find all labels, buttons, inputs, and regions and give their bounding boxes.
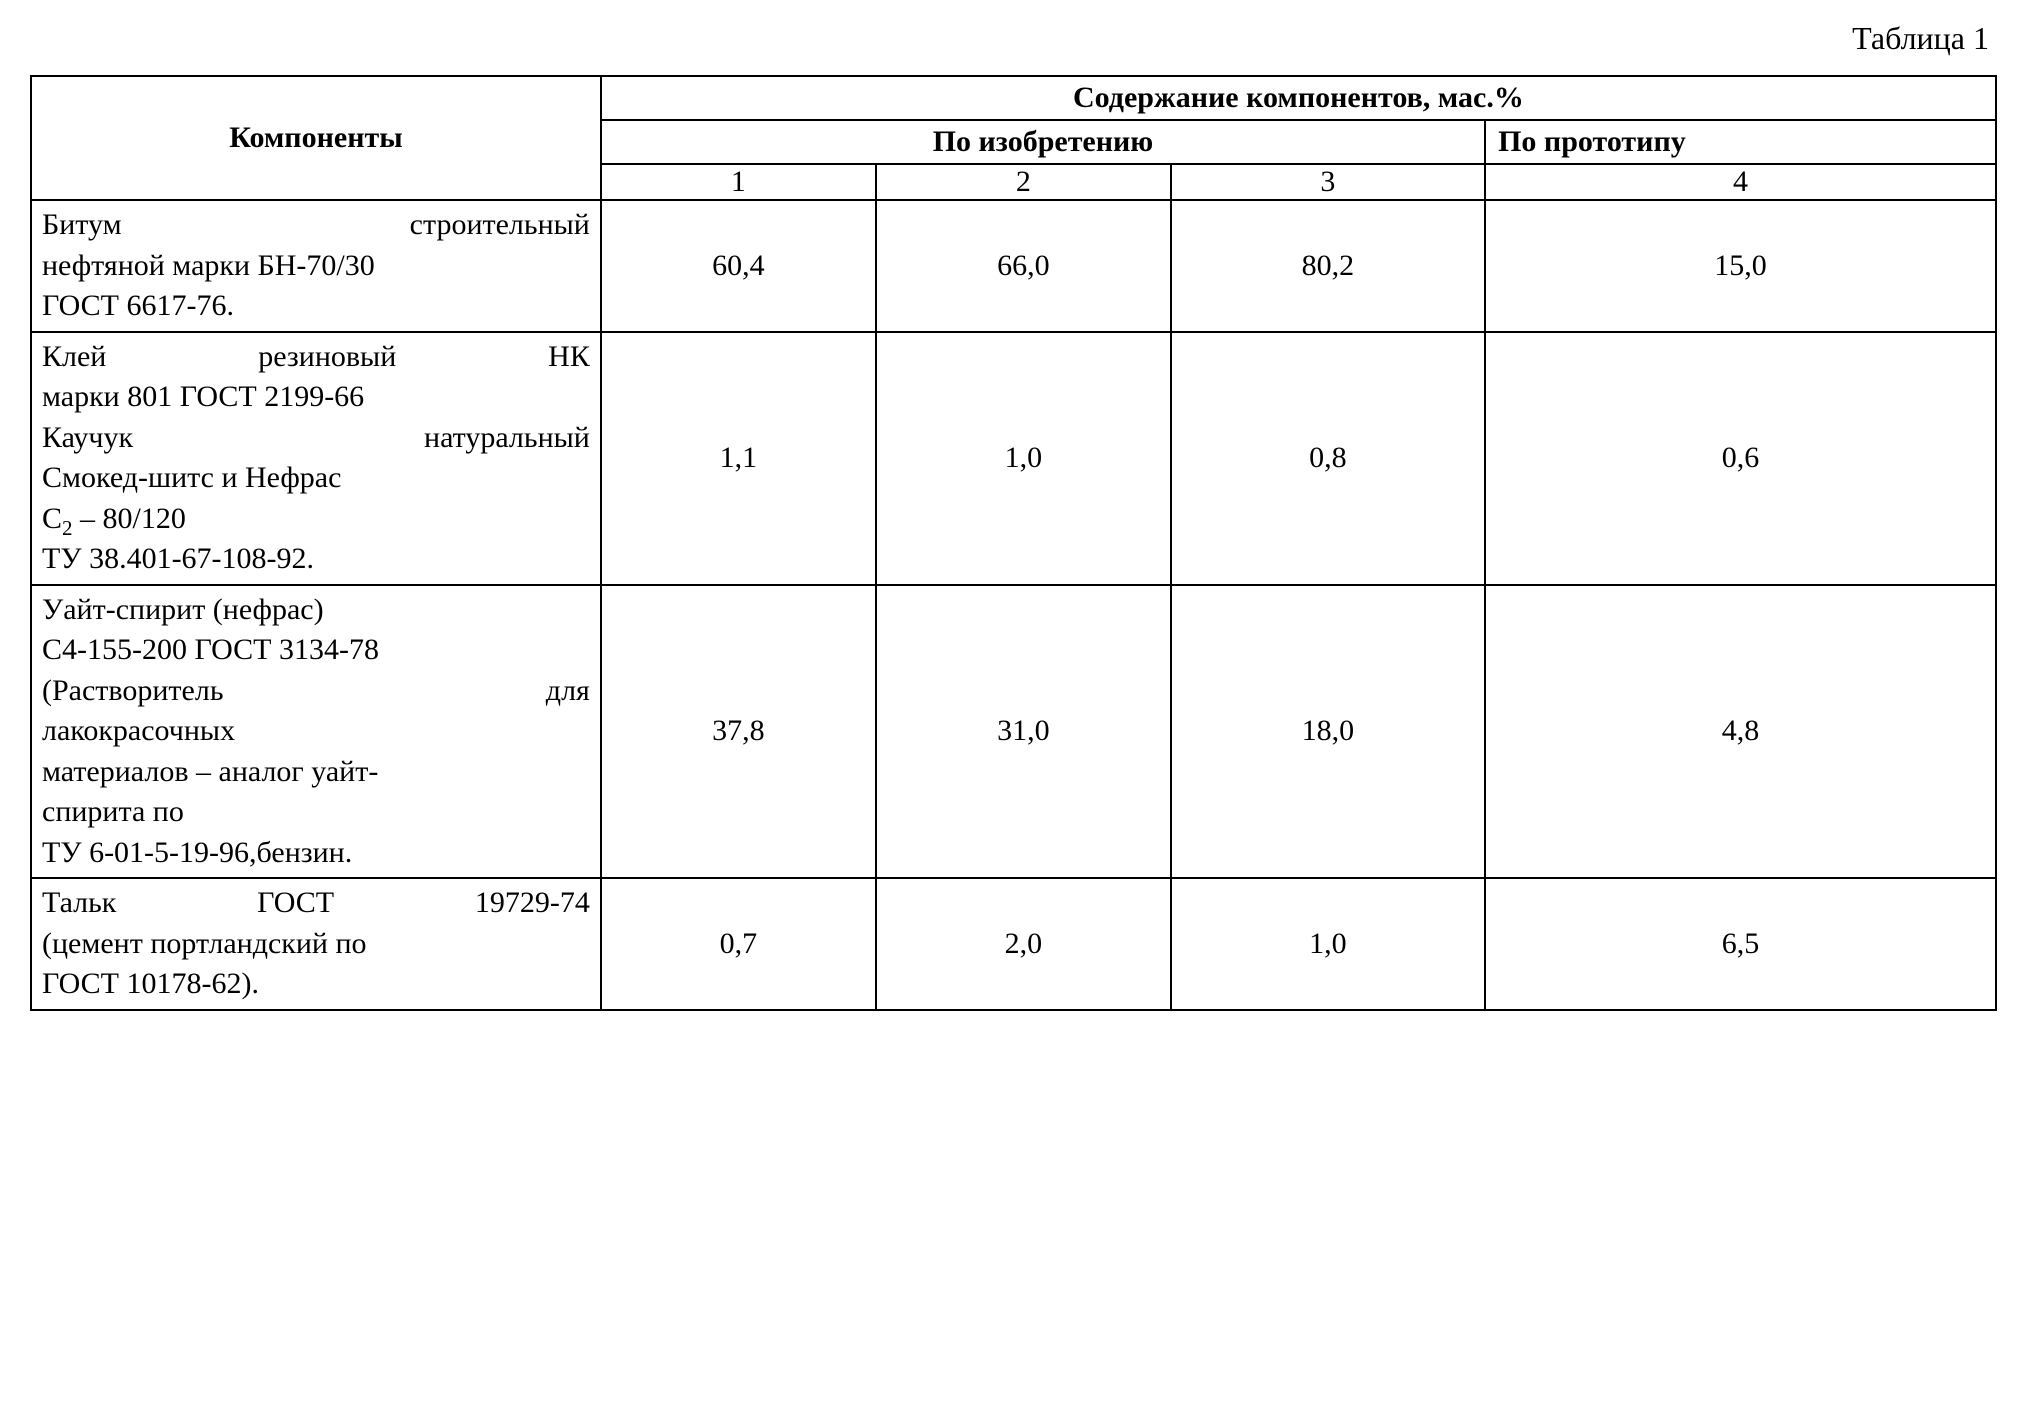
table-row: Уайт-спирит (нефрас)С4-155-200 ГОСТ 3134… xyxy=(31,585,1996,879)
header-row-1: Компоненты Содержание компонентов, мас.% xyxy=(31,76,1996,120)
data-cell: 1,1 xyxy=(601,332,876,585)
table-row: Битум строительныйнефтяной марки БН-70/3… xyxy=(31,200,1996,332)
component-label: Тальк ГОСТ 19729-74(цемент портландский … xyxy=(31,878,601,1010)
table-row: Тальк ГОСТ 19729-74(цемент портландский … xyxy=(31,878,1996,1010)
header-col-4: 4 xyxy=(1485,164,1996,200)
header-content-group: Содержание компонентов, мас.% xyxy=(601,76,1996,120)
header-col-3: 3 xyxy=(1171,164,1485,200)
component-label: Уайт-спирит (нефрас)С4-155-200 ГОСТ 3134… xyxy=(31,585,601,879)
header-components: Компоненты xyxy=(31,76,601,200)
header-invention: По изобретению xyxy=(601,120,1485,164)
table-body: Битум строительныйнефтяной марки БН-70/3… xyxy=(31,200,1996,1010)
header-col-1: 1 xyxy=(601,164,876,200)
data-cell: 18,0 xyxy=(1171,585,1485,879)
data-cell: 1,0 xyxy=(1171,878,1485,1010)
component-label: Клей резиновый НКмарки 801 ГОСТ 2199-66К… xyxy=(31,332,601,585)
data-cell: 0,7 xyxy=(601,878,876,1010)
data-cell: 6,5 xyxy=(1485,878,1996,1010)
data-cell: 1,0 xyxy=(876,332,1171,585)
data-cell: 2,0 xyxy=(876,878,1171,1010)
data-cell: 31,0 xyxy=(876,585,1171,879)
data-cell: 0,8 xyxy=(1171,332,1485,585)
data-cell: 15,0 xyxy=(1485,200,1996,332)
data-cell: 60,4 xyxy=(601,200,876,332)
data-cell: 4,8 xyxy=(1485,585,1996,879)
header-prototype: По прототипу xyxy=(1485,120,1996,164)
data-table: Компоненты Содержание компонентов, мас.%… xyxy=(30,75,1997,1011)
component-label: Битум строительныйнефтяной марки БН-70/3… xyxy=(31,200,601,332)
data-cell: 66,0 xyxy=(876,200,1171,332)
header-col-2: 2 xyxy=(876,164,1171,200)
data-cell: 37,8 xyxy=(601,585,876,879)
table-row: Клей резиновый НКмарки 801 ГОСТ 2199-66К… xyxy=(31,332,1996,585)
data-cell: 0,6 xyxy=(1485,332,1996,585)
data-cell: 80,2 xyxy=(1171,200,1485,332)
table-caption: Таблица 1 xyxy=(30,20,1997,57)
